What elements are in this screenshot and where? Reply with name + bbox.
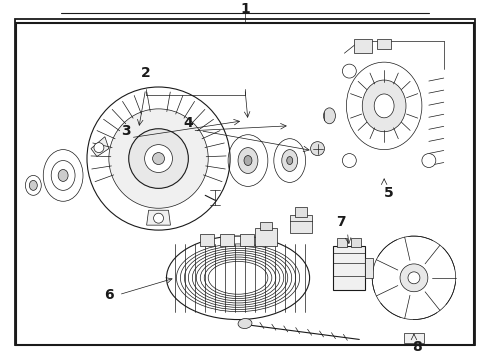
- Ellipse shape: [129, 129, 188, 188]
- Ellipse shape: [58, 170, 68, 181]
- Bar: [200, 234, 214, 246]
- Text: 8: 8: [412, 340, 422, 354]
- Ellipse shape: [238, 319, 252, 329]
- Polygon shape: [91, 137, 109, 157]
- Bar: [255, 228, 277, 246]
- Circle shape: [343, 154, 356, 167]
- Circle shape: [153, 213, 164, 223]
- Ellipse shape: [374, 94, 394, 118]
- Ellipse shape: [282, 150, 297, 171]
- Bar: [377, 39, 391, 49]
- Bar: [351, 238, 361, 247]
- Text: 4: 4: [183, 116, 193, 130]
- Text: 7: 7: [337, 215, 346, 229]
- Circle shape: [400, 264, 428, 292]
- Ellipse shape: [244, 156, 252, 166]
- Ellipse shape: [145, 145, 172, 172]
- Text: 1: 1: [240, 3, 250, 17]
- Ellipse shape: [29, 180, 37, 190]
- Bar: [365, 258, 373, 278]
- Text: 3: 3: [121, 124, 130, 138]
- Polygon shape: [404, 333, 424, 343]
- Ellipse shape: [20, 168, 47, 202]
- Polygon shape: [329, 53, 444, 179]
- Bar: [338, 238, 347, 247]
- Bar: [220, 234, 234, 246]
- Bar: [294, 207, 307, 217]
- Circle shape: [408, 272, 420, 284]
- Text: 6: 6: [104, 288, 114, 302]
- Ellipse shape: [282, 120, 297, 132]
- FancyBboxPatch shape: [167, 236, 314, 324]
- Ellipse shape: [33, 138, 93, 213]
- Circle shape: [94, 143, 104, 153]
- Ellipse shape: [51, 161, 75, 190]
- Ellipse shape: [323, 108, 336, 124]
- Ellipse shape: [266, 128, 314, 193]
- Circle shape: [422, 154, 436, 167]
- Bar: [334, 246, 365, 290]
- Polygon shape: [147, 210, 171, 225]
- Circle shape: [343, 64, 356, 78]
- Ellipse shape: [218, 123, 278, 198]
- Ellipse shape: [238, 148, 258, 174]
- Ellipse shape: [362, 80, 406, 132]
- Ellipse shape: [109, 109, 208, 208]
- Bar: [260, 222, 272, 230]
- Circle shape: [358, 222, 469, 333]
- Bar: [290, 215, 312, 233]
- Bar: [240, 234, 254, 246]
- Text: 5: 5: [384, 186, 394, 200]
- Ellipse shape: [282, 189, 297, 201]
- Ellipse shape: [287, 157, 293, 165]
- Bar: [354, 39, 372, 53]
- Ellipse shape: [152, 153, 165, 165]
- Text: 2: 2: [141, 66, 150, 80]
- Circle shape: [311, 142, 324, 156]
- Polygon shape: [89, 129, 222, 215]
